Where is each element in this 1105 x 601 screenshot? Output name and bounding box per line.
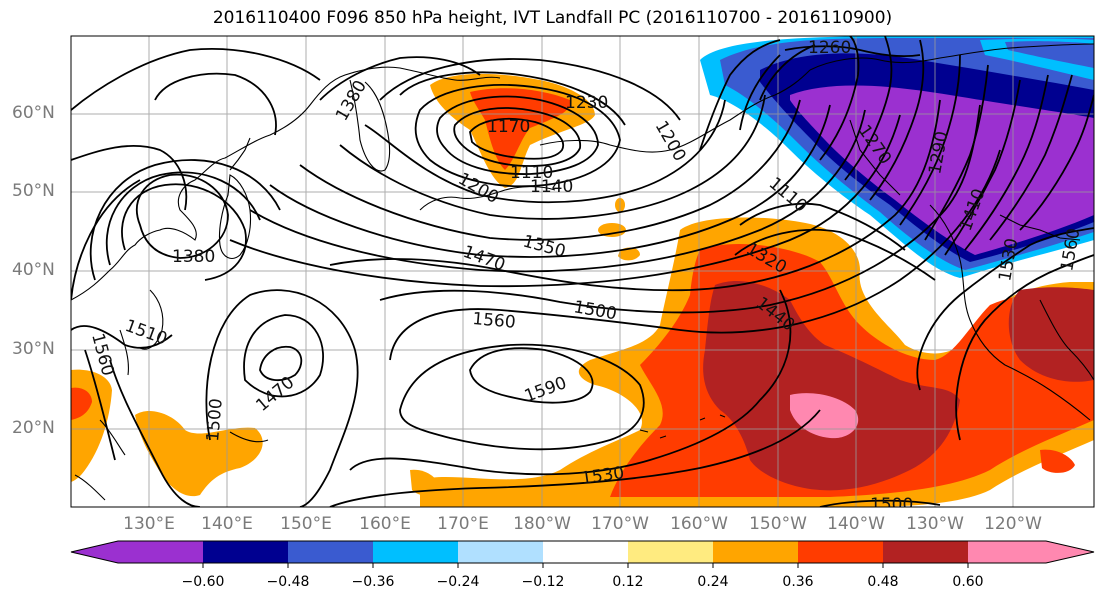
ivt-positive-south [420, 217, 1094, 507]
lon-tick-label: 170°W [591, 514, 649, 534]
contour-label: 1560 [472, 309, 517, 333]
colorbar-label: −0.12 [521, 574, 565, 590]
colorbar-bin [713, 541, 798, 563]
colorbar-bin [543, 541, 628, 563]
ivt-negative-region [700, 36, 1094, 278]
map-plot-area: 1260 1230 1170 1380 1200 1110 1140 1200 … [71, 36, 1094, 515]
contour-label: 1380 [172, 247, 215, 267]
lon-tick-label: 150°E [280, 514, 332, 534]
contour-label: 1260 [808, 38, 851, 58]
contour-label: 1140 [530, 177, 573, 197]
lon-tick-label: 160°E [359, 514, 411, 534]
colorbar-bin [373, 541, 458, 563]
colorbar-bin [458, 541, 543, 563]
colorbar-bin [968, 541, 1046, 563]
lon-tick-label: 180°W [513, 514, 571, 534]
lat-tick-label: 20°N [12, 418, 55, 438]
lat-tick-label: 50°N [12, 181, 55, 201]
colorbar-bin [118, 541, 203, 563]
lon-tick-label: 120°W [984, 514, 1042, 534]
lat-tick-label: 40°N [12, 260, 55, 280]
height-contours [71, 36, 1094, 507]
lon-tick-label: 130°E [123, 514, 175, 534]
map-title: 2016110400 F096 850 hPa height, IVT Land… [212, 8, 893, 28]
contour-label: 1230 [565, 93, 608, 113]
contour-label: 1500 [870, 495, 913, 515]
map-frame [70, 35, 1095, 508]
colorbar-bin [203, 541, 288, 563]
lon-tick-label: 140°E [201, 514, 253, 534]
lon-tick-label: 140°W [827, 514, 885, 534]
colorbar-label: 0.36 [782, 574, 814, 590]
colorbar-label: 0.24 [697, 574, 729, 590]
colorbar-label: −0.48 [266, 574, 310, 590]
coastlines [71, 43, 1094, 501]
lon-tick-label: 160°W [670, 514, 728, 534]
contour-label: 1170 [487, 117, 530, 137]
colorbar [70, 540, 1095, 568]
colorbar-label: 0.48 [867, 574, 899, 590]
lon-tick-label: 150°W [749, 514, 807, 534]
colorbar-label: 0.60 [952, 574, 984, 590]
colorbar-label: 0.12 [612, 574, 644, 590]
colorbar-bin [883, 541, 968, 563]
lon-tick-label: 170°E [437, 514, 489, 534]
colorbar-label: −0.36 [351, 574, 395, 590]
contour-label: 1500 [203, 398, 227, 443]
colorbar-bin [288, 541, 373, 563]
lat-tick-label: 30°N [12, 339, 55, 359]
colorbar-extend-high [1046, 541, 1094, 563]
colorbar-extend-low [71, 541, 118, 563]
colorbar-bin [798, 541, 883, 563]
colorbar-bin [628, 541, 713, 563]
lon-tick-label: 130°W [906, 514, 964, 534]
colorbar-label: −0.60 [181, 574, 225, 590]
colorbar-label: −0.24 [436, 574, 480, 590]
lat-tick-label: 60°N [12, 103, 55, 123]
contour-label: 1110 [510, 163, 553, 183]
